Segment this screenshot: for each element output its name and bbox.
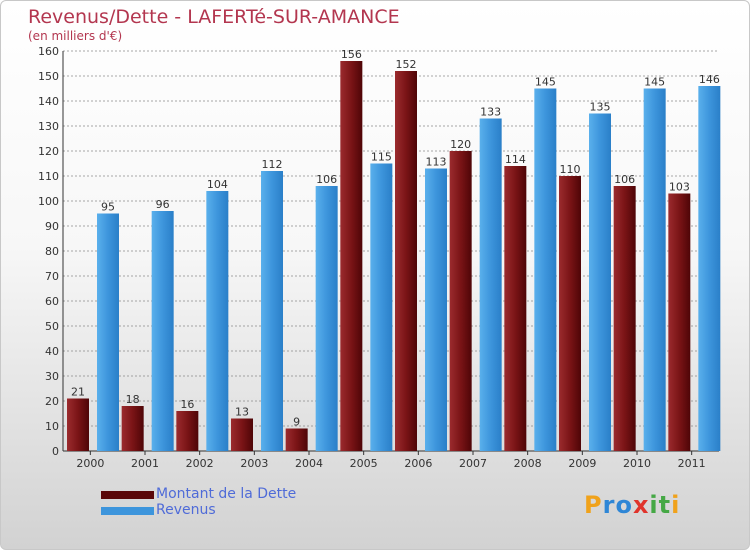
bar-revenus bbox=[97, 213, 119, 451]
bar-debt bbox=[504, 166, 527, 451]
data-label-revenus: 104 bbox=[207, 178, 228, 191]
y-tick-label: 150 bbox=[38, 70, 59, 83]
logo-letter: x bbox=[632, 491, 650, 519]
bar-debt bbox=[231, 418, 253, 451]
bar-debt bbox=[67, 398, 89, 451]
data-label-revenus: 95 bbox=[101, 201, 115, 214]
bar-debt bbox=[340, 61, 363, 451]
y-tick-label: 80 bbox=[45, 245, 59, 258]
y-tick-label: 10 bbox=[45, 420, 59, 433]
bar-debt bbox=[559, 176, 581, 451]
bar-revenus bbox=[370, 163, 393, 451]
bar-debt bbox=[285, 428, 308, 451]
logo-letter: t bbox=[658, 491, 672, 519]
bar-revenus bbox=[479, 118, 502, 451]
y-tick-label: 140 bbox=[38, 95, 59, 108]
y-tick-label: 100 bbox=[38, 195, 59, 208]
x-tick-label: 2000 bbox=[76, 457, 104, 470]
bar-debt bbox=[121, 406, 144, 451]
logo-letter: o bbox=[615, 491, 633, 519]
data-label-debt: 103 bbox=[669, 181, 690, 194]
bar-revenus bbox=[589, 113, 611, 451]
y-tick-label: 30 bbox=[45, 370, 59, 383]
bar-revenus bbox=[315, 186, 338, 451]
data-label-debt: 110 bbox=[560, 163, 581, 176]
y-tick-label: 160 bbox=[38, 45, 59, 58]
x-tick-label: 2009 bbox=[568, 457, 596, 470]
data-label-debt: 156 bbox=[341, 48, 362, 61]
logo-letter: r bbox=[602, 491, 616, 519]
bar-debt bbox=[395, 71, 417, 451]
bar-debt bbox=[176, 411, 199, 451]
chart-title: Revenus/Dette - LAFERTé-SUR-AMANCE bbox=[28, 6, 400, 28]
data-label-debt: 9 bbox=[293, 416, 300, 429]
bar-layer bbox=[67, 61, 721, 451]
legend-label-revenus: Revenus bbox=[156, 502, 216, 518]
bar-revenus bbox=[698, 86, 721, 451]
bar-debt bbox=[668, 193, 691, 451]
x-tick-label: 2008 bbox=[514, 457, 542, 470]
legend-label-debt: Montant de la Dette bbox=[156, 486, 297, 502]
x-tick-label: 2001 bbox=[131, 457, 159, 470]
data-label-debt: 18 bbox=[126, 393, 140, 406]
data-label-debt: 106 bbox=[614, 173, 635, 186]
x-tick-label: 2007 bbox=[459, 457, 487, 470]
data-label-debt: 16 bbox=[180, 398, 194, 411]
y-tick-label: 90 bbox=[45, 220, 59, 233]
data-label-debt: 13 bbox=[235, 406, 249, 419]
logo-letter: i bbox=[671, 491, 681, 519]
data-label-revenus: 145 bbox=[644, 76, 665, 89]
legend-swatch-revenus bbox=[101, 507, 154, 515]
bar-revenus bbox=[151, 211, 174, 451]
y-tick-label: 20 bbox=[45, 395, 59, 408]
data-label-revenus: 115 bbox=[371, 151, 392, 164]
y-tick-label: 110 bbox=[38, 170, 59, 183]
data-label-revenus: 96 bbox=[156, 198, 170, 211]
bar-debt bbox=[613, 186, 636, 451]
data-label-debt: 114 bbox=[505, 153, 526, 166]
y-tick-label: 50 bbox=[45, 320, 59, 333]
data-label-debt: 120 bbox=[450, 138, 471, 151]
y-tick-label: 0 bbox=[52, 445, 59, 458]
proxiti-logo: Proxiti bbox=[584, 491, 680, 519]
chart-subtitle: (en milliers d'€) bbox=[28, 29, 123, 43]
x-tick-label: 2004 bbox=[295, 457, 323, 470]
data-label-debt: 152 bbox=[396, 58, 417, 71]
logo-letter: P bbox=[584, 491, 603, 519]
x-tick-label: 2006 bbox=[404, 457, 432, 470]
x-tick-label: 2003 bbox=[240, 457, 268, 470]
data-label-revenus: 146 bbox=[699, 73, 720, 86]
bar-revenus bbox=[425, 168, 447, 451]
x-tick-label: 2011 bbox=[678, 457, 706, 470]
data-label-revenus: 145 bbox=[535, 76, 556, 89]
y-tick-label: 70 bbox=[45, 270, 59, 283]
bar-revenus bbox=[643, 88, 666, 451]
bar-revenus bbox=[534, 88, 557, 451]
data-label-revenus: 106 bbox=[316, 173, 337, 186]
logo-letter: i bbox=[649, 491, 659, 519]
y-tick-label: 60 bbox=[45, 295, 59, 308]
x-tick-label: 2002 bbox=[186, 457, 214, 470]
data-label-revenus: 133 bbox=[480, 106, 501, 119]
data-label-revenus: 135 bbox=[590, 101, 611, 114]
y-tick-label: 130 bbox=[38, 120, 59, 133]
y-tick-label: 120 bbox=[38, 145, 59, 158]
data-label-debt: 21 bbox=[71, 386, 85, 399]
bar-revenus bbox=[261, 171, 283, 451]
bar-revenus bbox=[206, 191, 229, 451]
x-tick-label: 2005 bbox=[350, 457, 378, 470]
legend-swatch-debt bbox=[101, 491, 154, 499]
x-tick-label: 2010 bbox=[623, 457, 651, 470]
data-label-revenus: 113 bbox=[426, 156, 447, 169]
data-label-revenus: 112 bbox=[262, 158, 283, 171]
y-tick-label: 40 bbox=[45, 345, 59, 358]
bar-debt bbox=[449, 151, 472, 451]
axis-layer: 0 10 20 30 40 50 60 70 80 90 100 110 120 130 140 150 160… bbox=[38, 45, 719, 470]
